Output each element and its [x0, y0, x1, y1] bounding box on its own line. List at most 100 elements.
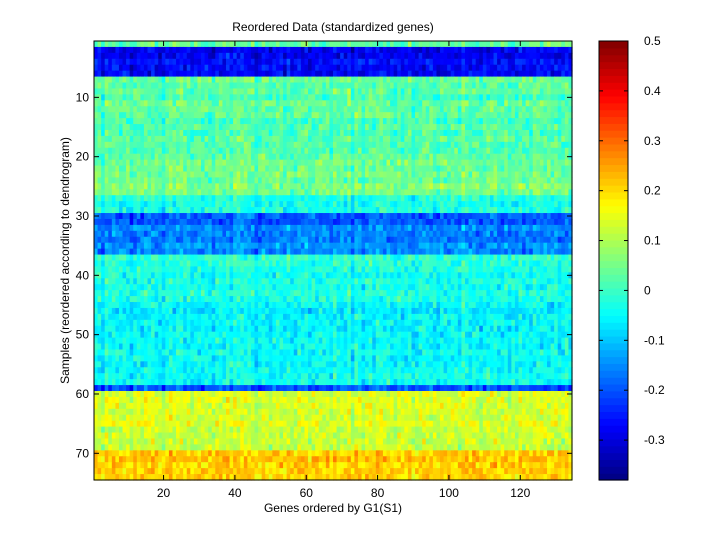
heatmap-cell — [393, 147, 398, 155]
heatmap-cell — [461, 106, 466, 113]
heatmap-cell — [375, 224, 380, 232]
heatmap-cell — [243, 147, 248, 155]
heatmap-cell — [432, 70, 438, 78]
heatmap-cell — [186, 76, 191, 84]
heatmap-cell — [229, 94, 234, 101]
heatmap-cell — [529, 177, 534, 184]
heatmap-cell — [161, 58, 166, 66]
heatmap-cell — [111, 218, 117, 226]
heatmap-cell — [233, 106, 238, 113]
heatmap-cell — [340, 46, 345, 54]
heatmap-cell — [368, 124, 373, 131]
heatmap-cell — [514, 224, 520, 232]
heatmap-cell — [457, 248, 463, 256]
heatmap-cell — [265, 159, 270, 167]
heatmap-cell — [261, 64, 266, 72]
heatmap-cell — [293, 207, 298, 214]
heatmap-cell — [254, 153, 259, 161]
heatmap-cell — [329, 236, 334, 244]
heatmap-cell — [197, 248, 202, 256]
heatmap-cell — [236, 165, 241, 173]
heatmap-cell — [489, 236, 495, 244]
heatmap-cell — [415, 213, 420, 220]
heatmap-cell — [539, 64, 545, 72]
heatmap-cell — [407, 147, 413, 155]
heatmap-cell — [151, 41, 156, 48]
heatmap-cell — [325, 183, 331, 190]
heatmap-cell — [568, 236, 573, 244]
heatmap-cell — [161, 207, 166, 214]
heatmap-cell — [382, 129, 388, 137]
heatmap-cell — [293, 224, 298, 232]
heatmap-cell — [536, 112, 541, 119]
heatmap-cell — [101, 224, 106, 232]
heatmap-cell — [254, 183, 259, 190]
heatmap-cell — [229, 153, 234, 161]
heatmap-cell — [333, 135, 338, 143]
heatmap-cell — [272, 129, 277, 137]
heatmap-cell — [529, 236, 534, 244]
heatmap-cell — [518, 213, 523, 220]
heatmap-cell — [243, 94, 248, 101]
heatmap-cell — [440, 207, 445, 214]
heatmap-cell — [493, 171, 498, 179]
heatmap-cell — [461, 183, 466, 190]
heatmap-cell — [304, 129, 309, 137]
heatmap-cell — [447, 242, 452, 250]
heatmap-cell — [382, 100, 388, 107]
heatmap-cell — [325, 100, 331, 107]
heatmap-cell — [357, 195, 363, 202]
heatmap-cell — [108, 41, 113, 48]
heatmap-cell — [236, 183, 241, 190]
heatmap-cell — [361, 70, 366, 78]
heatmap-cell — [283, 242, 288, 250]
heatmap-cells — [94, 41, 573, 481]
heatmap-cell — [168, 112, 174, 119]
heatmap-cell — [286, 52, 291, 60]
heatmap-cell — [233, 135, 238, 143]
heatmap-cell — [418, 64, 423, 72]
heatmap-cell — [118, 183, 124, 190]
heatmap-cell — [561, 70, 566, 78]
heatmap-cell — [300, 41, 306, 48]
heatmap-cell — [111, 254, 117, 262]
heatmap-cell — [325, 64, 331, 72]
heatmap-cell — [393, 230, 398, 238]
heatmap-cell — [514, 124, 520, 131]
heatmap-cell — [243, 124, 248, 131]
heatmap-cell — [161, 64, 166, 72]
heatmap-cell — [151, 118, 156, 125]
heatmap-cell — [201, 183, 206, 190]
heatmap-cell — [111, 135, 117, 143]
heatmap-cell — [375, 254, 380, 262]
heatmap-cell — [436, 70, 441, 78]
heatmap-cell — [539, 165, 545, 173]
heatmap-cell — [247, 213, 252, 220]
heatmap-cell — [432, 236, 438, 244]
heatmap-cell — [236, 135, 241, 143]
heatmap-cell — [147, 112, 152, 119]
heatmap-cell — [111, 100, 117, 107]
heatmap-cell — [265, 201, 270, 208]
heatmap-cell — [486, 195, 491, 202]
heatmap-cell — [350, 82, 356, 90]
heatmap-cell — [318, 183, 323, 190]
heatmap-cell — [111, 124, 117, 131]
heatmap-cell — [340, 76, 345, 84]
heatmap-cell — [354, 218, 359, 226]
heatmap-cell — [101, 70, 106, 78]
heatmap-cell — [425, 236, 430, 244]
heatmap-cell — [240, 64, 245, 72]
heatmap-cell — [525, 112, 530, 119]
heatmap-cell — [101, 46, 106, 54]
heatmap-cell — [336, 124, 341, 131]
heatmap-cell — [443, 135, 448, 143]
heatmap-cell — [176, 189, 181, 196]
heatmap-cell — [193, 159, 199, 167]
heatmap-cell — [365, 141, 370, 149]
heatmap-cell — [554, 248, 559, 256]
heatmap-cell — [379, 41, 384, 48]
heatmap-cell — [115, 177, 120, 184]
heatmap-cell — [172, 159, 177, 167]
heatmap-cell — [372, 183, 377, 190]
